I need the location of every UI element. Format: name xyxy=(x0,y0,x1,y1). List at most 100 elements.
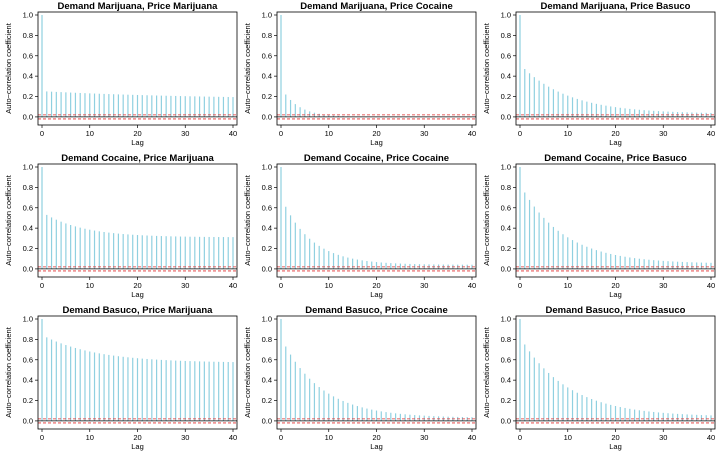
panel-4-title: Demand Cocaine, Price Marijuana xyxy=(61,153,214,164)
panel-7-xlabel: Lag xyxy=(131,442,144,451)
panel-7-ytick-label-0.0: 0.0 xyxy=(23,416,33,425)
panel-5-ytick-label-1.0: 1.0 xyxy=(262,163,272,172)
panel-1-ytick-label-0.4: 0.4 xyxy=(23,72,33,81)
panel-5-xtick-label-20: 20 xyxy=(372,281,380,290)
panel-2-frame xyxy=(276,11,477,126)
panel-1-ylabel: Auto−correlation coefficient xyxy=(4,22,13,113)
panel-1-ytick-label-1.0: 1.0 xyxy=(23,11,33,20)
panel-1-ytick-label-0.0: 0.0 xyxy=(23,112,33,121)
panel-5-ylabel: Auto−correlation coefficient xyxy=(243,174,252,265)
panel-4-ytick-label-0.4: 0.4 xyxy=(23,224,33,233)
panel-6-ylabel: Auto−correlation coefficient xyxy=(482,174,491,265)
panel-9-xtick-label-10: 10 xyxy=(564,433,572,442)
panel-4-ytick-label-1.0: 1.0 xyxy=(23,163,33,172)
panel-2-ylabel: Auto−correlation coefficient xyxy=(243,22,252,113)
panel-7-ytick-label-0.6: 0.6 xyxy=(23,355,33,364)
panel-1-xtick-label-30: 30 xyxy=(181,129,189,138)
panel-5-ytick-label-0.6: 0.6 xyxy=(262,203,272,212)
panel-7-title: Demand Basuco, Price Marijuana xyxy=(63,305,214,316)
panel-7-ylabel: Auto−correlation coefficient xyxy=(4,326,13,417)
panel-4-xlabel: Lag xyxy=(131,290,144,299)
panel-8-xtick-label-20: 20 xyxy=(372,433,380,442)
panel-1-xtick-label-10: 10 xyxy=(86,129,94,138)
panel-9-xtick-label-0: 0 xyxy=(518,433,522,442)
panel-8-ylabel: Auto−correlation coefficient xyxy=(243,326,252,417)
panel-6-xtick-label-40: 40 xyxy=(707,281,715,290)
panel-4-ytick-label-0.8: 0.8 xyxy=(23,183,33,192)
panel-4-xtick-label-30: 30 xyxy=(181,281,189,290)
panel-1-xtick-label-0: 0 xyxy=(40,129,44,138)
panel-8-ytick-label-0.8: 0.8 xyxy=(262,335,272,344)
panel-5-ytick-label-0.8: 0.8 xyxy=(262,183,272,192)
panel-1-xlabel: Lag xyxy=(131,138,144,147)
panel-5-xtick-label-0: 0 xyxy=(279,281,283,290)
panel-8-ytick-label-0.2: 0.2 xyxy=(262,396,272,405)
panel-2-xlabel: Lag xyxy=(370,138,383,147)
panel-9-ytick-label-0.2: 0.2 xyxy=(501,396,511,405)
panel-1-ytick-label-0.8: 0.8 xyxy=(23,31,33,40)
panel-5-frame xyxy=(276,163,477,278)
panel-8-ytick-label-0.6: 0.6 xyxy=(262,355,272,364)
panel-8-xtick-label-30: 30 xyxy=(420,433,428,442)
panel-7-ytick-label-0.4: 0.4 xyxy=(23,376,33,385)
panel-8-ytick-label-0.0: 0.0 xyxy=(262,416,272,425)
panel-8-xlabel: Lag xyxy=(370,442,383,451)
panel-9-xtick-label-40: 40 xyxy=(707,433,715,442)
panel-8-xtick-label-0: 0 xyxy=(279,433,283,442)
panel-9-ytick-label-0.8: 0.8 xyxy=(501,335,511,344)
panel-2-xtick-label-40: 40 xyxy=(468,129,476,138)
panel-6-xtick-label-30: 30 xyxy=(659,281,667,290)
panel-7-ytick-label-0.8: 0.8 xyxy=(23,335,33,344)
panel-3-xlabel: Lag xyxy=(609,138,622,147)
panel-3-xtick-label-30: 30 xyxy=(659,129,667,138)
panel-7-ytick-label-1.0: 1.0 xyxy=(23,315,33,324)
panel-4-ytick-label-0.6: 0.6 xyxy=(23,203,33,212)
panel-3-xtick-label-20: 20 xyxy=(611,129,619,138)
panel-4-ylabel: Auto−correlation coefficient xyxy=(4,174,13,265)
panel-2-xtick-label-10: 10 xyxy=(325,129,333,138)
panel-6-ytick-label-0.4: 0.4 xyxy=(501,224,511,233)
panel-4-xtick-label-40: 40 xyxy=(229,281,237,290)
panel-5-xtick-label-30: 30 xyxy=(420,281,428,290)
panel-3-ytick-label-0.4: 0.4 xyxy=(501,72,511,81)
panel-3-ytick-label-0.8: 0.8 xyxy=(501,31,511,40)
panel-6-xtick-label-20: 20 xyxy=(611,281,619,290)
panel-1-ytick-label-0.2: 0.2 xyxy=(23,92,33,101)
panel-4-ytick-label-0.0: 0.0 xyxy=(23,264,33,273)
panel-8-xtick-label-40: 40 xyxy=(468,433,476,442)
panel-8-title: Demand Basuco, Price Cocaine xyxy=(305,305,448,316)
panel-5-xlabel: Lag xyxy=(370,290,383,299)
panel-3-xtick-label-10: 10 xyxy=(564,129,572,138)
panel-8-ytick-label-1.0: 1.0 xyxy=(262,315,272,324)
panel-8-ytick-label-0.4: 0.4 xyxy=(262,376,272,385)
panel-4-xtick-label-20: 20 xyxy=(133,281,141,290)
panel-3-ytick-label-1.0: 1.0 xyxy=(501,11,511,20)
panel-3-xtick-label-0: 0 xyxy=(518,129,522,138)
panel-9-ytick-label-1.0: 1.0 xyxy=(501,315,511,324)
panel-9-xtick-label-30: 30 xyxy=(659,433,667,442)
panel-7-xtick-label-0: 0 xyxy=(40,433,44,442)
panel-3-ytick-label-0.2: 0.2 xyxy=(501,92,511,101)
panel-2-ytick-label-0.6: 0.6 xyxy=(262,51,272,60)
panel-7-xtick-label-30: 30 xyxy=(181,433,189,442)
panel-2-ytick-label-0.2: 0.2 xyxy=(262,92,272,101)
panel-5-ytick-label-0.4: 0.4 xyxy=(262,224,272,233)
panel-2-xtick-label-20: 20 xyxy=(372,129,380,138)
panel-9-xlabel: Lag xyxy=(609,442,622,451)
panel-2-xtick-label-30: 30 xyxy=(420,129,428,138)
panel-4-xtick-label-0: 0 xyxy=(40,281,44,290)
panel-2-xtick-label-0: 0 xyxy=(279,129,283,138)
panel-6-xlabel: Lag xyxy=(609,290,622,299)
panel-2-ytick-label-0.4: 0.4 xyxy=(262,72,272,81)
panel-9-xtick-label-20: 20 xyxy=(611,433,619,442)
panel-6-xtick-label-10: 10 xyxy=(564,281,572,290)
panel-6-xtick-label-0: 0 xyxy=(518,281,522,290)
panel-7-ytick-label-0.2: 0.2 xyxy=(23,396,33,405)
panel-2-ytick-label-1.0: 1.0 xyxy=(262,11,272,20)
panel-5-title: Demand Cocaine, Price Cocaine xyxy=(304,153,449,164)
panel-6-ytick-label-1.0: 1.0 xyxy=(501,163,511,172)
panel-6-ytick-label-0.8: 0.8 xyxy=(501,183,511,192)
panel-5-xtick-label-10: 10 xyxy=(325,281,333,290)
panel-6-title: Demand Cocaine, Price Basuco xyxy=(544,153,687,164)
panel-2-ytick-label-0.8: 0.8 xyxy=(262,31,272,40)
